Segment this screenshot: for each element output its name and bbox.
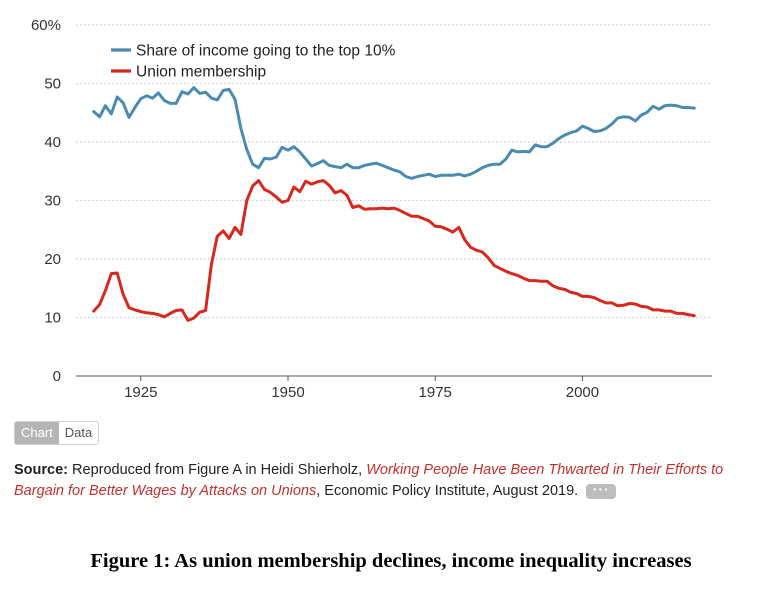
x-tick-label: 1975 — [419, 384, 452, 401]
legend-label: Union membership — [136, 64, 266, 81]
y-tick-label: 30 — [44, 193, 61, 210]
source-title-link[interactable]: Working People Have Been Thwarted in The… — [14, 462, 724, 499]
y-tick-label: 20 — [44, 251, 61, 268]
x-tick-label: 1950 — [271, 384, 304, 401]
chart-data-toggle: Chart Data — [14, 421, 100, 445]
data-tab[interactable]: Data — [58, 422, 99, 444]
y-tick-label: 50 — [44, 76, 61, 93]
chart-tab[interactable]: Chart — [15, 422, 59, 444]
y-tick-label: 60% — [31, 17, 61, 34]
y-tick-label: 10 — [44, 310, 61, 327]
source-note: Source: Reproduced from Figure A in Heid… — [14, 460, 774, 502]
x-tick-label: 1925 — [124, 384, 157, 401]
top10-income-share-line — [92, 86, 696, 180]
source-label: Source: — [14, 462, 68, 478]
figure-caption: Figure 1: As union membership declines, … — [90, 550, 692, 572]
legend-label: Share of income going to the top 10% — [136, 43, 396, 60]
union-membership-line — [92, 179, 696, 322]
source-text-after: , Economic Policy Institute, August 2019… — [316, 483, 579, 499]
series-lines — [92, 86, 696, 322]
source-text-before: Reproduced from Figure A in Heidi Shierh… — [72, 462, 367, 478]
y-tick-label: 0 — [53, 368, 61, 385]
axes: 0 10 20 30 40 50 60% 1925 1950 1975 2000 — [31, 17, 712, 401]
y-tick-label: 40 — [44, 134, 61, 151]
legend: Share of income going to the top 10% Unio… — [111, 43, 396, 81]
more-button[interactable]: ··· — [586, 482, 617, 499]
line-chart: 0 10 20 30 40 50 60% 1925 1950 1975 2000 Share of … — [31, 17, 712, 401]
x-tick-label: 2000 — [566, 384, 599, 401]
